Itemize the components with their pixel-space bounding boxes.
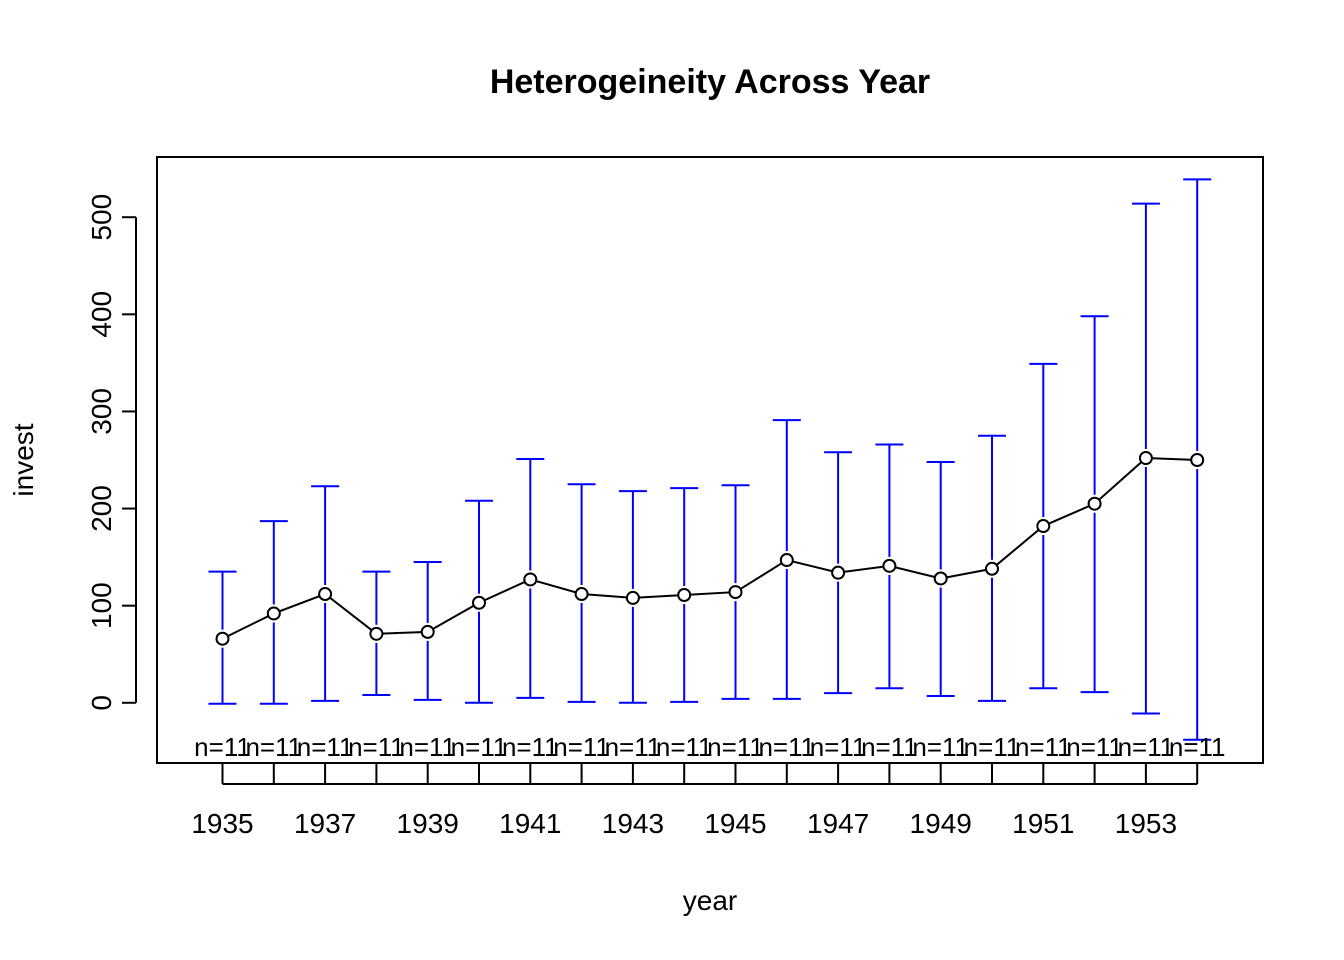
x-axis: 1935 1937 1939 1941 1943 1945 1947 1949 1951 1953	[191, 764, 1199, 839]
error-bar	[1029, 362, 1058, 690]
n-label: n=11	[1118, 732, 1175, 762]
error-bar	[875, 443, 904, 690]
n-label: n=11	[502, 732, 559, 762]
x-axis-label: year	[683, 885, 737, 916]
error-bars	[208, 178, 1212, 741]
n-label: n=11	[758, 732, 815, 762]
data-point	[420, 624, 435, 639]
y-axis: 0 100 200 300 400 500	[86, 194, 137, 711]
n-label: n=11	[553, 732, 610, 762]
error-bar	[618, 490, 647, 704]
data-point	[985, 561, 999, 576]
error-bar	[311, 485, 340, 702]
y-tick-label: 200	[86, 485, 117, 532]
n-labels: n=11n=11n=11n=11n=11n=11n=11n=11n=11n=11…	[194, 732, 1225, 762]
error-bar	[1080, 315, 1109, 694]
data-point	[779, 553, 794, 568]
n-label: n=11	[1169, 732, 1226, 762]
data-point	[523, 572, 538, 587]
y-tick-label: 100	[86, 582, 117, 629]
n-label: n=11	[861, 732, 918, 762]
error-bar	[670, 487, 699, 703]
error-bar	[362, 570, 391, 697]
data-point	[1087, 496, 1102, 511]
n-label: n=11	[707, 732, 764, 762]
x-tick-label: 1941	[499, 808, 561, 839]
n-label: n=11	[912, 732, 969, 762]
x-tick-label: 1947	[807, 808, 869, 839]
error-bar	[208, 570, 237, 705]
data-point	[574, 587, 589, 602]
error-bar	[259, 520, 288, 705]
x-tick-label: 1953	[1115, 808, 1177, 839]
data-point	[831, 565, 846, 580]
n-label: n=11	[194, 732, 251, 762]
data-point	[1138, 451, 1153, 466]
n-label: n=11	[451, 732, 508, 762]
error-bar	[567, 483, 596, 703]
n-label: n=11	[348, 732, 405, 762]
data-point	[933, 571, 948, 586]
n-label: n=11	[810, 732, 867, 762]
data-point	[728, 585, 743, 600]
error-bar	[721, 484, 750, 700]
error-bar	[926, 460, 955, 697]
y-tick-label: 0	[86, 695, 117, 711]
series-line-group	[222, 457, 1198, 640]
data-point	[215, 631, 230, 646]
n-label: n=11	[245, 732, 302, 762]
points	[215, 451, 1205, 646]
y-axis-label: invest	[8, 423, 39, 496]
error-bar	[1131, 202, 1160, 715]
data-point	[882, 558, 897, 573]
chart-title: Heterogeineity Across Year	[490, 63, 930, 101]
y-tick-label: 500	[86, 194, 117, 241]
n-label: n=11	[605, 732, 662, 762]
n-label: n=11	[1066, 732, 1123, 762]
x-tick-label: 1935	[191, 808, 253, 839]
plot-frame	[156, 156, 1264, 764]
series-line	[222, 457, 1198, 640]
n-label: n=11	[399, 732, 456, 762]
x-tick-label: 1937	[294, 808, 356, 839]
data-point	[1190, 453, 1205, 467]
error-bar	[1183, 178, 1212, 741]
error-bar	[772, 419, 801, 700]
x-tick-label: 1949	[910, 808, 972, 839]
x-tick-label: 1939	[397, 808, 459, 839]
data-point	[1036, 519, 1051, 534]
error-bar	[413, 560, 442, 701]
x-tick-label: 1943	[602, 808, 664, 839]
x-tick-label: 1951	[1012, 808, 1074, 839]
data-point	[318, 587, 333, 602]
error-bar	[465, 499, 493, 704]
n-label: n=11	[964, 732, 1021, 762]
data-point	[266, 606, 281, 621]
error-bar	[978, 434, 1006, 702]
y-tick-label: 300	[86, 388, 117, 435]
y-tick-label: 400	[86, 291, 117, 338]
n-label: n=11	[1015, 732, 1072, 762]
n-label: n=11	[656, 732, 713, 762]
x-tick-label: 1945	[704, 808, 766, 839]
data-point	[625, 590, 640, 605]
error-bar	[824, 451, 853, 695]
data-point	[472, 595, 486, 610]
n-label: n=11	[297, 732, 354, 762]
error-bar	[516, 458, 545, 699]
data-point	[677, 587, 692, 602]
data-point	[369, 626, 384, 641]
